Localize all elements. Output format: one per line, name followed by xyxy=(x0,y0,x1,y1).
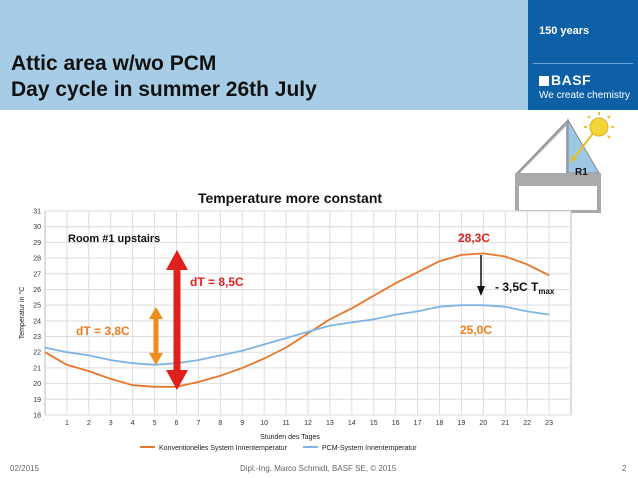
room-label: Room #1 upstairs xyxy=(68,233,160,245)
tmax-subscript: max xyxy=(538,287,555,296)
dt-conventional-arrow-up-icon xyxy=(166,250,188,270)
chart-heading: Temperature more constant xyxy=(198,190,382,206)
house-sun-icon: R1 xyxy=(515,112,614,213)
dt-pcm-label: dT = 3,8C xyxy=(76,324,130,338)
y-tick-label: 31 xyxy=(33,209,41,216)
series-line-pcm xyxy=(44,304,550,366)
x-tick-label: 20 xyxy=(479,420,487,427)
y-tick-label: 25 xyxy=(33,303,41,310)
x-tick-label: 12 xyxy=(304,420,312,427)
sun-rays-icon xyxy=(584,112,614,139)
tmax-arrow-down-icon xyxy=(477,286,485,296)
logo-square-icon xyxy=(539,76,549,86)
x-tick-label: 5 xyxy=(153,420,157,427)
dt-conventional-label: dT = 8,5C xyxy=(190,275,244,289)
x-tick-label: 2 xyxy=(87,420,91,427)
house-window-icon xyxy=(519,186,597,210)
room-r1-label: R1 xyxy=(575,167,588,178)
x-tick-label: 21 xyxy=(501,420,509,427)
x-tick-label: 9 xyxy=(240,420,244,427)
y-tick-label: 20 xyxy=(33,381,41,388)
y-tick-label: 28 xyxy=(33,256,41,263)
brand-tagline: We create chemistry xyxy=(539,90,630,101)
peak-conventional-label: 28,3C xyxy=(458,231,490,245)
dt-pcm-arrow-down-icon xyxy=(149,353,163,365)
logo-text: BASF xyxy=(551,72,592,88)
dt-conventional-arrow-down-icon xyxy=(166,370,188,390)
x-tick-label: 11 xyxy=(282,420,289,427)
y-tick-label: 18 xyxy=(33,413,41,420)
sun-icon xyxy=(589,117,609,137)
y-tick-label: 19 xyxy=(33,397,41,404)
x-tick-label: 18 xyxy=(436,420,444,427)
x-tick-label: 6 xyxy=(175,420,179,427)
footer-date: 02/2015 xyxy=(10,464,39,473)
legend-label-conventional: Konventionelles System Innentemperatur xyxy=(159,445,288,452)
tmax-reduction-text: - 3,5C T xyxy=(495,280,539,294)
x-axis-ticks: 1 2 3 4 5 6 7 8 9 10 11 12 13 14 15 16 17 18 19 20 21 22 23 xyxy=(65,420,553,427)
brand-panel xyxy=(528,0,638,110)
series-line-conventional xyxy=(44,252,550,388)
x-tick-label: 17 xyxy=(414,420,422,427)
footer-page-number: 2 xyxy=(622,464,627,473)
y-tick-label: 24 xyxy=(33,318,41,325)
y-tick-label: 22 xyxy=(33,350,41,357)
brand-divider xyxy=(533,63,633,64)
x-tick-label: 10 xyxy=(260,420,268,427)
anniversary-label: 150 years xyxy=(539,25,590,37)
y-tick-label: 30 xyxy=(33,224,41,231)
y-tick-label: 23 xyxy=(33,334,41,341)
slide-title-line2: Day cycle in summer 26th July xyxy=(11,78,317,101)
slide-title-line1: Attic area w/wo PCM xyxy=(11,52,217,75)
y-tick-label: 27 xyxy=(33,271,41,278)
y-tick-label: 29 xyxy=(33,240,41,247)
temperature-chart: Temperature more constant 18192021222324… xyxy=(18,190,572,452)
legend-label-pcm: PCM-System Innentemperatur xyxy=(322,445,417,452)
y-tick-label: 21 xyxy=(33,365,41,372)
x-tick-label: 14 xyxy=(348,420,356,427)
x-tick-label: 23 xyxy=(545,420,553,427)
dt-pcm-arrow-up-icon xyxy=(149,307,163,319)
x-axis-label: Stunden des Tages xyxy=(260,434,320,441)
x-tick-label: 19 xyxy=(458,420,466,427)
sun-ray-arrow-icon xyxy=(571,155,577,162)
y-axis-ticks: 18 19 20 21 22 23 24 25 26 27 28 29 30 31 xyxy=(33,209,41,420)
peak-pcm-label: 25,0C xyxy=(460,323,492,337)
x-tick-label: 22 xyxy=(523,420,531,427)
x-tick-label: 7 xyxy=(196,420,200,427)
legend: Konventionelles System Innentemperatur P… xyxy=(140,445,417,452)
sun-ray-icon xyxy=(570,131,595,163)
basf-logo: BASF xyxy=(539,72,591,88)
x-tick-label: 4 xyxy=(131,420,135,427)
roof-inner-icon xyxy=(520,126,566,173)
series-lines xyxy=(44,252,550,388)
y-axis-label: Temperatur in °C xyxy=(18,287,26,340)
footer-author: Dipl.-Ing. Marco Schmidt, BASF SE, © 201… xyxy=(240,464,397,473)
x-tick-label: 16 xyxy=(392,420,400,427)
x-tick-label: 13 xyxy=(326,420,334,427)
y-tick-label: 26 xyxy=(33,287,41,294)
x-tick-label: 8 xyxy=(218,420,222,427)
grid-lines xyxy=(45,210,571,416)
x-tick-label: 3 xyxy=(109,420,113,427)
x-tick-label: 15 xyxy=(370,420,378,427)
tmax-reduction-label: - 3,5C Tmax xyxy=(495,280,555,296)
x-tick-label: 1 xyxy=(65,420,69,427)
